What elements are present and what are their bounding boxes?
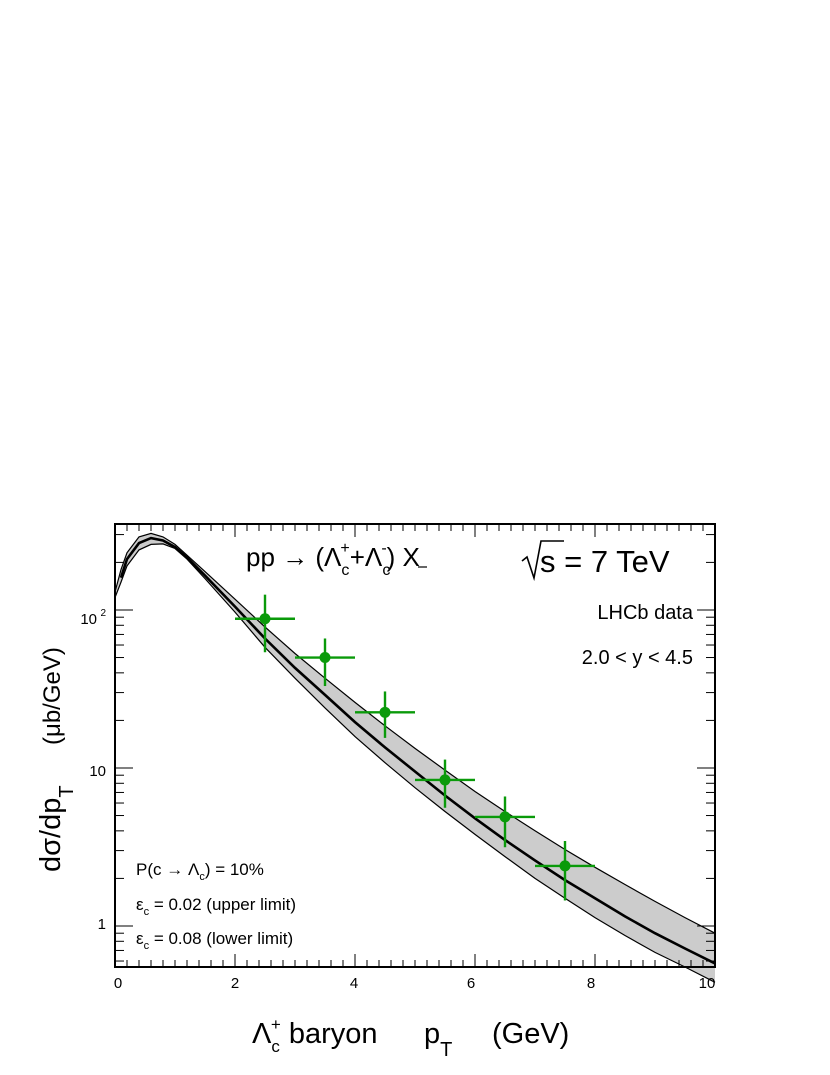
- x-axis-title-pT: pT: [424, 1018, 452, 1061]
- data-point: [295, 638, 355, 687]
- central-curve: [119, 536, 716, 965]
- central-line: [119, 536, 716, 965]
- title-sub-c1: c: [341, 562, 349, 579]
- x-tick-label: 8: [587, 975, 595, 992]
- axis-ticks: [114, 524, 716, 967]
- data-points: [235, 594, 595, 901]
- title-mid: +Λ: [350, 542, 383, 572]
- title-sub-c2: c: [382, 562, 390, 579]
- y-tick-labels: 1 10 10 2: [80, 608, 106, 933]
- x-tick-label: 0: [114, 975, 122, 992]
- eps-lower-label: εc = 0.08 (lower limit): [136, 929, 293, 952]
- x-axis-title: Λc+ baryon: [252, 1015, 378, 1056]
- data-point: [535, 840, 595, 901]
- y-tick-label: 10: [89, 763, 106, 780]
- x-tick-label: 6: [467, 975, 475, 992]
- x-tick-label: 10: [699, 975, 716, 992]
- eps-upper-label: εc = 0.02 (upper limit): [136, 895, 296, 918]
- point-marker: [259, 613, 271, 625]
- data-point: [235, 594, 295, 653]
- y-tick-label: 1: [98, 916, 106, 933]
- title-sup-plus: +: [340, 540, 349, 557]
- chart-title: pp → (Λc++Λc-) X: [246, 540, 420, 579]
- sqrt-icon: [521, 540, 564, 582]
- plot-frame: [114, 523, 716, 968]
- x-tick-label: 4: [350, 975, 358, 992]
- point-marker: [499, 811, 511, 823]
- y-tick-label-exponent: 2: [100, 608, 106, 619]
- point-marker: [559, 860, 571, 872]
- band-upper-edge: [114, 532, 716, 934]
- data-point: [475, 796, 535, 848]
- y-axis-title-unit: (μb/GeV): [39, 647, 66, 745]
- title-lhs: pp → (Λ: [246, 542, 342, 572]
- rapidity-label: 2.0 < y < 4.5: [582, 647, 693, 669]
- point-marker: [319, 652, 331, 664]
- x-tick-label: 2: [231, 975, 239, 992]
- title-rhs: ) X: [387, 542, 420, 572]
- x-axis-title-unit: (GeV): [492, 1018, 569, 1050]
- y-axis-title: dσ/dpT: [35, 785, 78, 872]
- data-point: [355, 691, 415, 738]
- frag-prob-label: P(c → Λc) = 10%: [136, 860, 264, 883]
- data-label: LHCb data: [597, 602, 693, 624]
- y-tick-label: 10: [80, 611, 97, 628]
- band-lower-edge: [114, 543, 716, 983]
- x-tick-labels: 0 2 4 6 8 10: [114, 975, 716, 992]
- point-marker: [439, 774, 451, 786]
- energy-label: s = 7 TeV: [540, 544, 670, 579]
- title-sup-minus: -: [381, 540, 386, 557]
- data-point: [415, 759, 475, 808]
- point-marker: [379, 706, 391, 718]
